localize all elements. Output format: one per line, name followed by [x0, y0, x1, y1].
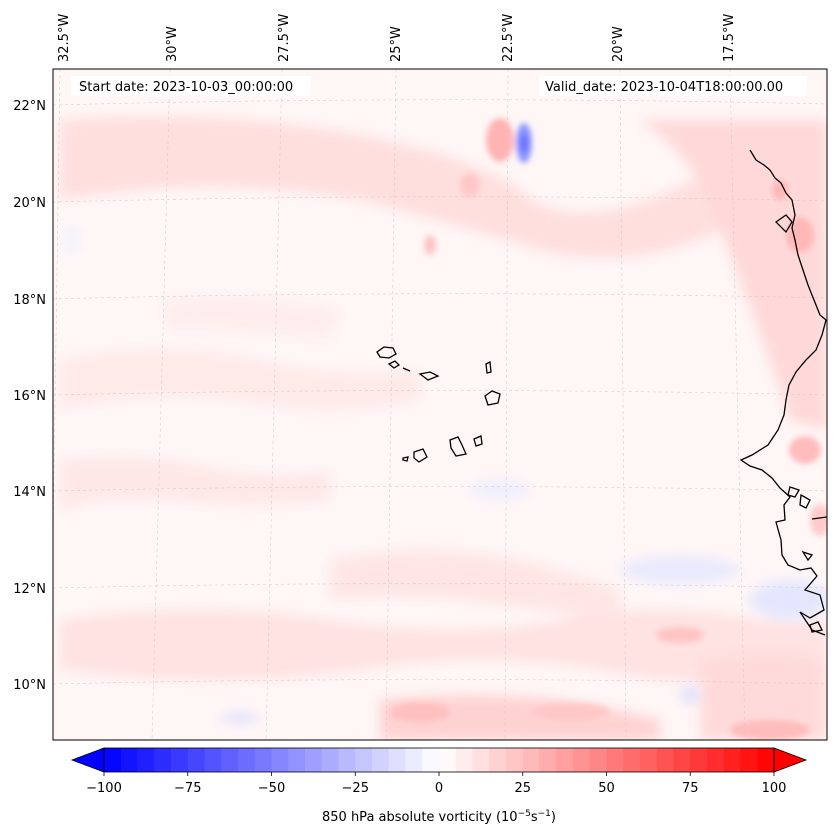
- colorbar-cell: [254, 748, 273, 772]
- lat-label-12N: 12°N: [13, 582, 46, 597]
- colorbar-cell: [472, 748, 490, 772]
- colorbar-cell: [740, 748, 758, 772]
- start-date-text: Start date: 2023-10-03_00:00:00: [79, 80, 293, 95]
- colorbar-cell: [589, 748, 608, 772]
- colorbar-cell: [506, 748, 524, 772]
- lon-label-27.5W: 27.5°W: [277, 14, 292, 62]
- colorbar-cell: [539, 748, 557, 772]
- colorbar-cell: [271, 748, 289, 772]
- lat-label-18N: 18°N: [13, 293, 46, 308]
- colorbar-cell: [120, 748, 139, 772]
- valid-date-box: [539, 76, 807, 96]
- colorbar-cell: [221, 748, 239, 772]
- colorbar-tick-label: −75: [174, 781, 201, 796]
- colorbar-cell: [204, 748, 222, 772]
- colorbar-cell: [707, 748, 725, 772]
- valid-date-text: Valid_date: 2023-10-04T18:00:00.00: [545, 80, 783, 95]
- colorbar-tick-label: −100: [86, 781, 122, 796]
- colorbar-ticks: −100 −75 −50 −25 0 25 50 75 100: [86, 772, 786, 796]
- colorbar-cell: [673, 748, 691, 772]
- colorbar-cell: [439, 748, 457, 772]
- colorbar-cell: [338, 748, 356, 772]
- lon-label-22.5W: 22.5°W: [501, 14, 516, 62]
- lat-label-16N: 16°N: [13, 389, 46, 404]
- african-coastline: [739, 149, 827, 636]
- colorbar-cell: [522, 748, 541, 772]
- colorbar-tick-label: −25: [342, 781, 369, 796]
- map-frame: [52, 68, 828, 741]
- lat-label-14N: 14°N: [13, 485, 46, 500]
- colorbar-cell: [640, 748, 658, 772]
- colorbar-cell: [623, 748, 641, 772]
- map-panel: Start date: 2023-10-03_00:00:00 Valid_da…: [53, 69, 827, 740]
- colorbar-max-extend: [773, 747, 808, 773]
- latitude-labels: 22°N 20°N 18°N 16°N 14°N 12°N 10°N: [13, 99, 46, 693]
- colorbar-cell: [355, 748, 373, 772]
- colorbar-cell: [372, 748, 390, 772]
- colorbar-label: 850 hPa absolute vorticity (10−5s−1): [322, 809, 556, 825]
- colorbar-cell: [288, 748, 306, 772]
- lat-label-22N: 22°N: [13, 99, 46, 114]
- colorbar-cell: [321, 748, 340, 772]
- colorbar-cell: [656, 748, 675, 772]
- colorbar-min-extend: [70, 747, 105, 773]
- cape-verde-islands: [376, 346, 501, 463]
- lon-label-30W: 30°W: [165, 26, 180, 62]
- colorbar-tick-label: 25: [514, 781, 531, 796]
- colorbar-cell: [238, 748, 256, 772]
- colorbar-cell: [757, 748, 775, 772]
- colorbar-cell: [556, 748, 574, 772]
- colorbar-cell: [388, 748, 407, 772]
- colorbar-cell: [187, 748, 206, 772]
- lon-label-32.5W: 32.5°W: [57, 14, 72, 62]
- colorbar: −100 −75 −50 −25 0 25 50 75 100 850 hPa absolute…: [70, 747, 808, 825]
- colorbar-cells: [104, 748, 775, 772]
- vorticity-field: [60, 116, 827, 740]
- lon-label-17.5W: 17.5°W: [722, 14, 737, 62]
- start-date-box: [71, 76, 311, 96]
- colorbar-tick-label: 0: [435, 781, 443, 796]
- lat-label-20N: 20°N: [13, 196, 46, 211]
- colorbar-cell: [489, 748, 507, 772]
- lat-label-10N: 10°N: [13, 678, 46, 693]
- colorbar-cell: [104, 748, 122, 772]
- colorbar-cell: [573, 748, 591, 772]
- lon-label-25W: 25°W: [389, 26, 404, 62]
- colorbar-cell: [137, 748, 155, 772]
- colorbar-cell: [154, 748, 172, 772]
- colorbar-tick-label: 50: [598, 781, 615, 796]
- colorbar-cell: [606, 748, 624, 772]
- colorbar-cell: [405, 748, 423, 772]
- colorbar-cell: [455, 748, 474, 772]
- colorbar-cell: [690, 748, 708, 772]
- longitude-labels: 32.5°W 30°W 27.5°W 25°W 22.5°W 20°W 17.5…: [57, 14, 737, 62]
- gridlines: [53, 69, 827, 740]
- colorbar-cell: [305, 748, 323, 772]
- lon-label-20W: 20°W: [611, 26, 626, 62]
- colorbar-cell: [171, 748, 189, 772]
- colorbar-cell: [422, 748, 440, 772]
- colorbar-tick-label: −50: [258, 781, 285, 796]
- colorbar-cell: [723, 748, 742, 772]
- colorbar-tick-label: 100: [762, 781, 787, 796]
- colorbar-tick-label: 75: [682, 781, 699, 796]
